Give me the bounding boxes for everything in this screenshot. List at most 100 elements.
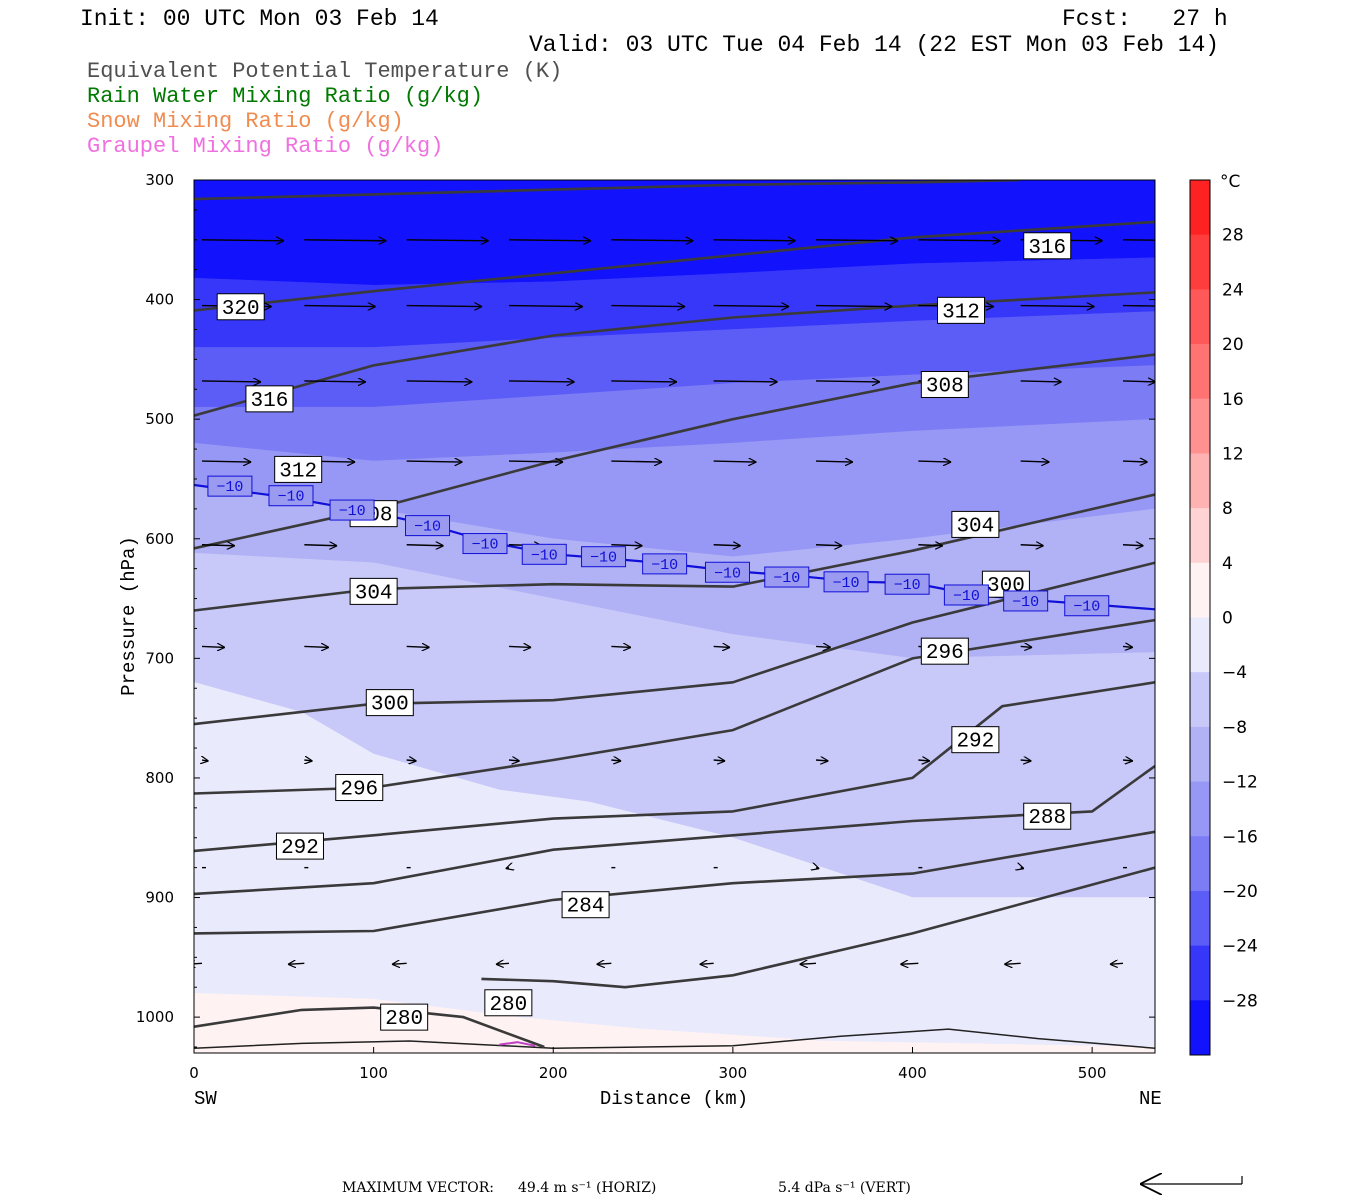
- colorbar-segment: [1190, 617, 1210, 673]
- isotherm-label: −10: [531, 547, 558, 564]
- theta-e-label: 316: [1028, 237, 1066, 260]
- wind-vector: [506, 868, 509, 869]
- theta-e-label-box: [380, 1003, 429, 1031]
- isotherm-label: −10: [1073, 599, 1100, 616]
- colorbar-segment: [1190, 726, 1210, 783]
- wind-vector: [508, 461, 563, 462]
- wind-vector: [508, 760, 520, 761]
- theta-e-label-box: [245, 385, 294, 413]
- isotherm-label-box: [405, 515, 451, 537]
- isotherm-label: −10: [894, 577, 921, 594]
- colorbar-segment: [1190, 289, 1210, 345]
- ground-line: [194, 1028, 1155, 1049]
- wind-vector: [1122, 545, 1144, 546]
- wind-vector: [1020, 306, 1095, 307]
- wind-vector: [1122, 461, 1148, 462]
- wind-vector: [597, 963, 612, 964]
- isotherm-label: −10: [339, 503, 366, 520]
- max-vector-label: MAXIMUM VECTOR:: [342, 1180, 494, 1196]
- y-tick-label: 800: [145, 769, 174, 787]
- wind-vector: [815, 461, 853, 462]
- wind-vector: [406, 240, 489, 241]
- isotherm-label: −10: [277, 489, 304, 506]
- wind-vector: [918, 461, 951, 462]
- colorbar: 28 24 20 16 12 8 4 0 −4 −8 −12 −16 −20 −24 −28: [1189, 179, 1258, 1056]
- colorbar-segment: [1190, 453, 1210, 509]
- wind-vector: [304, 760, 312, 761]
- isotherm-label-box: [521, 543, 567, 565]
- isotherm-label-box: [1064, 595, 1110, 617]
- isotherm-label-box: [1003, 590, 1049, 612]
- isotherm-label: −10: [414, 519, 441, 536]
- wind-vector: [815, 381, 880, 382]
- theta-e-line: [194, 493, 1155, 612]
- isotherm-label: −10: [651, 557, 678, 574]
- colorbar-frame: [1189, 179, 1211, 1056]
- wind-vector: [304, 306, 375, 307]
- temperature-shading: [194, 180, 1155, 1053]
- theta-e-label: 308: [926, 375, 964, 398]
- y-tick-label: 900: [145, 889, 174, 907]
- isotherm-label-box: [581, 546, 627, 568]
- theta-e-label-box: [1023, 232, 1072, 260]
- isotherm-label-box: [462, 533, 508, 555]
- wind-vector: [815, 760, 828, 761]
- wind-vector: [713, 240, 796, 241]
- x-tick-label: 300: [719, 1064, 748, 1082]
- isotherm-label-box: [943, 584, 989, 606]
- theta-e-label-box: [275, 832, 324, 860]
- wind-vector: [508, 240, 591, 241]
- colorbar-label: 4: [1222, 554, 1233, 574]
- wind-vector: [406, 545, 444, 546]
- y-tick-label: 500: [145, 410, 174, 428]
- colorbar-label: −8: [1222, 718, 1247, 738]
- theta-e-label-box: [216, 293, 265, 321]
- wind-vector: [611, 760, 621, 761]
- wind-vector: [1020, 381, 1062, 382]
- wind-vector: [611, 240, 693, 241]
- isotherm-label: −10: [833, 575, 860, 592]
- colorbar-label: −20: [1222, 882, 1258, 902]
- theta-e-label-box: [365, 689, 414, 717]
- x-tick-label: 0: [189, 1064, 199, 1082]
- colorbar-label: −24: [1222, 937, 1258, 957]
- y-tick-label: 1000: [136, 1008, 174, 1026]
- isotherm-label-box: [268, 485, 314, 507]
- wind-vector: [201, 646, 225, 647]
- y-tick-label: 400: [145, 291, 174, 309]
- wind-vector: [194, 963, 203, 964]
- wind-vector: [918, 760, 929, 761]
- theta-e-label-box: [1023, 802, 1072, 830]
- max-vector-vert: 5.4 dPa s⁻¹ (VERT): [778, 1180, 911, 1196]
- theta-e-label: 288: [1028, 807, 1066, 830]
- colorbar-label: −28: [1222, 991, 1258, 1011]
- theta-e-label: 280: [385, 1008, 423, 1031]
- wind-vector: [508, 381, 575, 382]
- wind-vector: [713, 646, 730, 647]
- wind-vector: [304, 646, 329, 647]
- theta-e-label: 304: [355, 582, 393, 605]
- theta-e-line: [194, 681, 1155, 853]
- wind-vector: [1004, 963, 1021, 964]
- wind-vector: [406, 760, 417, 761]
- wind-vector: [611, 306, 685, 307]
- colorbar-label: −16: [1222, 827, 1258, 847]
- theta-e-label: 292: [956, 731, 994, 754]
- colorbar-segment: [1190, 508, 1210, 564]
- wind-vector: [1122, 760, 1133, 761]
- wind-vector: [918, 545, 943, 546]
- colorbar-label: −12: [1222, 773, 1258, 793]
- theta-e-label-box: [920, 370, 969, 398]
- isotherm-label: −10: [471, 537, 498, 554]
- colorbar-segment: [1190, 344, 1210, 400]
- theta-e-label-box: [349, 577, 398, 605]
- theta-e-label-box: [920, 637, 969, 665]
- wind-vector: [304, 381, 366, 382]
- colorbar-label: 0: [1222, 609, 1233, 629]
- x-right-direction: NE: [1139, 1088, 1162, 1110]
- colorbar-segment: [1190, 836, 1210, 892]
- theta-e-label: 296: [340, 779, 378, 802]
- wind-vector: [713, 306, 789, 307]
- theta-e-line: [481, 866, 1155, 989]
